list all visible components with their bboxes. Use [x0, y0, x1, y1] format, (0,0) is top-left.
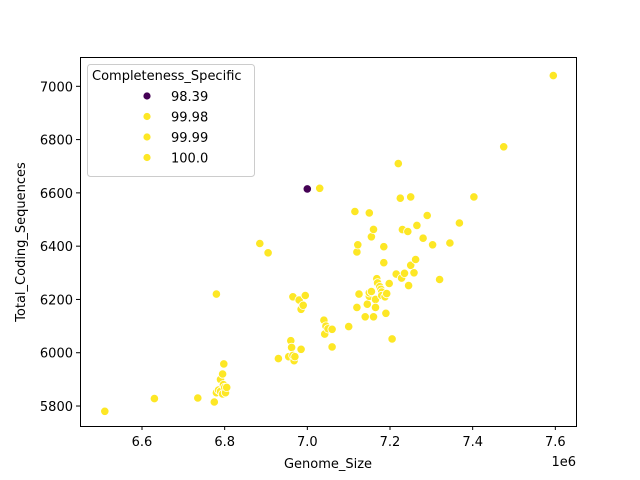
data-point: [379, 258, 389, 268]
data-point: [403, 226, 413, 237]
data-point: [393, 159, 403, 169]
legend-entries: 98.39 99.98 99.99 100.0: [142, 90, 208, 167]
legend-marker: [142, 132, 152, 142]
data-point: [366, 286, 376, 297]
data-point: [364, 208, 374, 218]
data-point: [296, 344, 306, 354]
legend-marker: [142, 153, 152, 162]
y-tick-label: 6000: [40, 347, 73, 362]
data-point: [352, 302, 362, 312]
data-point: [219, 359, 229, 369]
x-axis-label: Genome_Size: [284, 457, 372, 472]
y-tick-label: 7000: [40, 80, 73, 95]
data-point: [211, 289, 221, 299]
x-tick-label: 7.4: [462, 435, 483, 450]
x-tick-label: 7.2: [380, 435, 401, 450]
legend-entry-label: 99.98: [171, 111, 208, 126]
y-axis: 5800 6000 6200 6400 6600 6800 7000: [40, 80, 80, 415]
legend-box: [87, 64, 255, 177]
legend-entry-label: 98.39: [171, 90, 208, 105]
y-tick-label: 5800: [40, 400, 73, 415]
data-point: [300, 290, 310, 301]
data-point: [409, 268, 419, 278]
data-point: [548, 71, 558, 81]
data-point: [290, 352, 300, 362]
data-point: [344, 321, 354, 332]
data-point: [327, 342, 337, 352]
data-point: [286, 342, 297, 352]
legend-marker: [142, 112, 152, 121]
legend-entry-label: 100.0: [171, 152, 208, 167]
data-point: [368, 224, 379, 234]
data-point: [362, 299, 372, 309]
data-point: [418, 233, 428, 243]
legend-entry-label: 99.99: [171, 131, 208, 146]
y-tick-label: 6600: [40, 187, 73, 202]
data-point: [412, 220, 422, 230]
data-point: [379, 242, 389, 252]
x-axis: 6.6 6.8 7.0 7.2 7.4 7.6: [132, 426, 566, 450]
x-tick-label: 6.6: [132, 435, 153, 450]
data-point: [193, 393, 203, 403]
data-point: [469, 192, 479, 202]
x-tick-label: 6.8: [214, 435, 235, 450]
data-point: [353, 240, 363, 250]
data-point: [255, 238, 265, 249]
data-point: [222, 382, 232, 392]
data-point: [403, 280, 414, 291]
data-point: [263, 248, 273, 258]
data-point: [445, 238, 455, 248]
data-point: [499, 142, 509, 152]
y-tick-label: 6200: [40, 293, 73, 308]
data-point: [218, 369, 228, 379]
x-tick-label: 7.6: [545, 435, 566, 450]
y-axis-label: Total_Coding_Sequences: [14, 162, 29, 323]
data-point: [387, 334, 397, 344]
data-point: [100, 406, 110, 416]
data-point: [149, 393, 159, 404]
data-point: [209, 397, 219, 407]
y-tick-label: 6800: [40, 134, 73, 149]
data-point: [350, 206, 360, 217]
plot-frame: [80, 57, 577, 427]
data-point: [381, 308, 391, 318]
data-point: [298, 300, 308, 310]
data-point: [368, 312, 379, 322]
data-point: [354, 289, 364, 299]
data-point: [384, 278, 394, 289]
data-point: [406, 192, 416, 202]
data-point: [454, 218, 464, 228]
data-point-highlight: [302, 184, 312, 194]
data-point: [434, 274, 445, 285]
data-point: [410, 254, 421, 265]
data-point: [406, 260, 416, 270]
legend-marker: [142, 91, 152, 101]
data-point: [395, 193, 405, 203]
legend-title: Completeness_Specific: [92, 69, 242, 84]
data-point: [399, 268, 410, 278]
y-tick-label: 6400: [40, 240, 73, 255]
points-layer: [100, 71, 558, 416]
data-point: [382, 288, 392, 299]
data-point: [327, 324, 337, 334]
data-point: [273, 353, 283, 364]
data-point: [370, 302, 381, 312]
x-tick-label: 7.0: [297, 435, 318, 450]
data-point: [427, 240, 438, 250]
data-point: [422, 210, 432, 221]
legend: Completeness_Specific 98.39 99.98 99.99 100…: [87, 64, 255, 177]
data-point: [315, 183, 325, 193]
data-point: [360, 312, 370, 322]
x-offset-label: 1e6: [551, 455, 576, 470]
